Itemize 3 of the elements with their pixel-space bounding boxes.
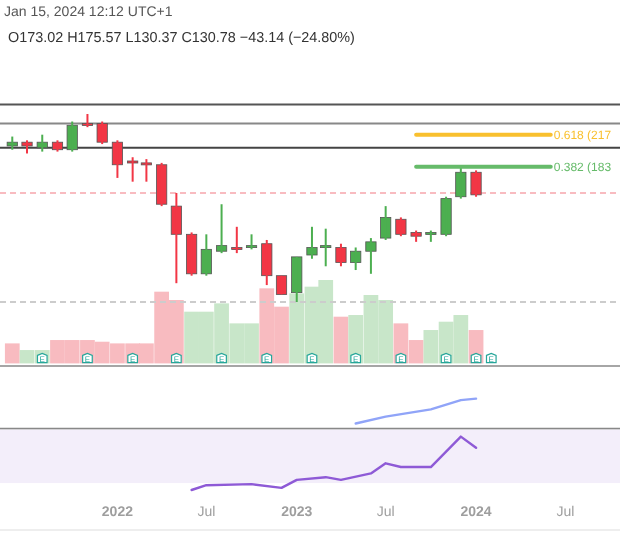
bar — [333, 316, 349, 364]
bar — [4, 343, 20, 364]
candlestick — [365, 237, 377, 275]
